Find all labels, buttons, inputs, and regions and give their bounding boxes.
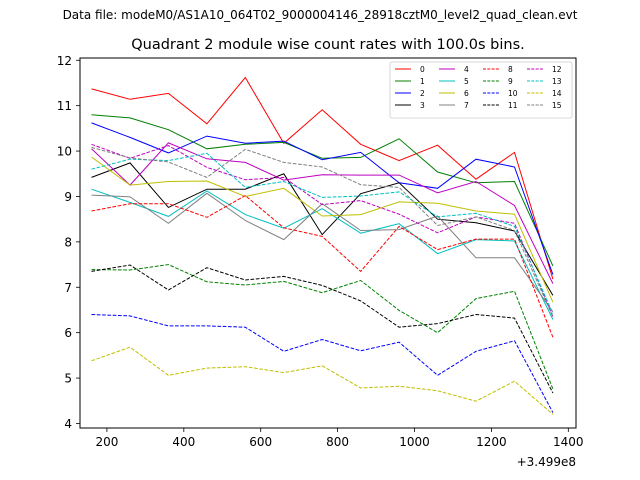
plot-frame <box>79 57 577 429</box>
legend-label-12: 12 <box>552 65 562 74</box>
legend-label-13: 13 <box>552 77 562 86</box>
series-line-9 <box>91 264 554 390</box>
legend-label-1: 1 <box>420 77 425 86</box>
x-tick-label: 600 <box>249 435 272 449</box>
y-tick-label: 5 <box>64 372 72 386</box>
y-tick-label: 6 <box>64 326 72 340</box>
y-tick-label: 12 <box>57 54 72 68</box>
legend-label-3: 3 <box>420 101 425 110</box>
x-tick-label: 400 <box>172 435 195 449</box>
legend-label-2: 2 <box>420 89 425 98</box>
series-line-4 <box>91 142 554 284</box>
chart-title: Quadrant 2 module wise count rates with … <box>131 37 525 53</box>
x-tick-label: 800 <box>326 435 349 449</box>
series-line-13 <box>91 152 554 314</box>
series-line-11 <box>91 264 554 394</box>
series-line-3 <box>91 162 554 296</box>
y-tick-label: 11 <box>57 99 72 113</box>
x-axis-offset-label: +3.499e8 <box>517 455 576 469</box>
legend-label-9: 9 <box>508 77 513 86</box>
legend-label-7: 7 <box>464 101 469 110</box>
y-tick-label: 7 <box>64 281 72 295</box>
legend-label-6: 6 <box>464 89 469 98</box>
series-line-2 <box>91 122 554 275</box>
series-line-8 <box>91 194 554 338</box>
x-tick-label: 1000 <box>399 435 430 449</box>
series-line-6 <box>91 156 554 303</box>
x-tick-label: 200 <box>95 435 118 449</box>
x-tick-label: 1400 <box>553 435 584 449</box>
x-axis-ticks: 200 400 600 800 1000 1200 1400 <box>95 428 584 449</box>
series-line-7 <box>91 192 554 313</box>
series-layer <box>91 76 554 415</box>
y-axis-ticks: 4 5 6 7 8 9 10 11 12 <box>57 54 80 431</box>
series-line-10 <box>91 314 554 413</box>
legend-label-11: 11 <box>508 101 518 110</box>
series-line-14 <box>91 346 554 415</box>
suptitle: Data file: modeM0/AS1A10_064T02_90000041… <box>63 8 578 22</box>
legend-label-14: 14 <box>552 89 562 98</box>
series-line-1 <box>91 114 554 267</box>
legend-label-10: 10 <box>508 89 518 98</box>
y-tick-label: 8 <box>64 235 72 249</box>
legend-label-4: 4 <box>464 65 469 74</box>
legend-label-0: 0 <box>420 65 425 74</box>
legend-label-8: 8 <box>508 65 513 74</box>
legend-frame <box>389 61 573 119</box>
series-line-0 <box>91 76 554 280</box>
y-tick-label: 9 <box>64 190 72 204</box>
y-tick-label: 4 <box>64 417 72 431</box>
x-tick-label: 1200 <box>476 435 507 449</box>
y-tick-label: 10 <box>57 145 72 159</box>
legend-label-15: 15 <box>552 101 562 110</box>
series-line-15 <box>91 146 554 318</box>
legend-label-5: 5 <box>464 77 469 86</box>
